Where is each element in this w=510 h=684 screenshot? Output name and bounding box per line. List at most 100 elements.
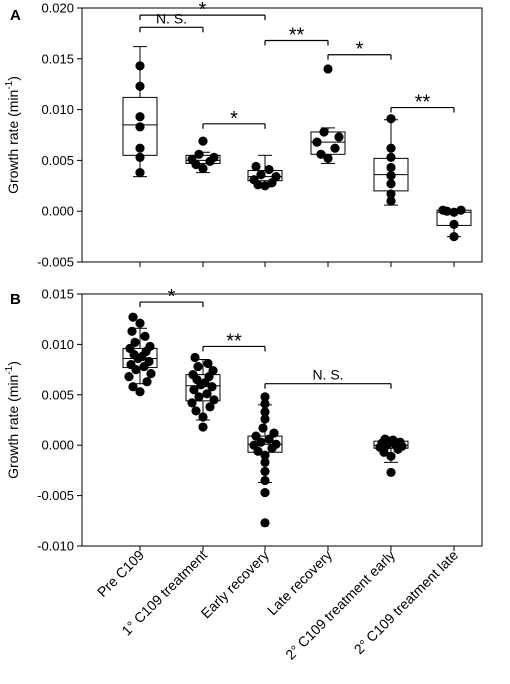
data-point <box>251 161 261 172</box>
data-point <box>438 205 448 215</box>
data-point <box>190 352 200 363</box>
data-point <box>271 172 281 182</box>
category-label: 2° C109 treatment early <box>282 547 398 663</box>
y-axis-label: Growth rate (min-1) <box>4 361 21 479</box>
y-axis-label-close: ) <box>5 361 21 366</box>
panel-a: A -0.005 0.000 0.005 0.010 0.015 0.020 Growth r… <box>4 0 483 270</box>
data-point <box>202 389 212 399</box>
box-group <box>310 64 346 164</box>
panel-label: B <box>10 291 21 308</box>
data-point <box>386 162 396 173</box>
box-group <box>122 46 158 178</box>
data-point <box>258 423 268 433</box>
data-point <box>388 435 398 445</box>
category-label: Pre C109 <box>94 547 147 600</box>
data-point <box>260 392 270 402</box>
data-point <box>260 399 270 409</box>
data-point <box>142 377 152 387</box>
data-point <box>260 487 270 498</box>
significance-bracket: ** <box>202 330 266 352</box>
y-tick-label: -0.010 <box>37 539 74 554</box>
data-point <box>251 431 261 441</box>
plot-frame <box>81 293 483 547</box>
data-point <box>386 179 396 189</box>
data-point <box>256 437 266 447</box>
data-point <box>395 437 405 447</box>
data-point <box>135 122 145 132</box>
data-point <box>135 387 145 397</box>
y-tick-label: 0.000 <box>41 438 74 453</box>
y-tick-label: 0.005 <box>41 387 74 402</box>
y-tick-label: 0.015 <box>41 287 74 302</box>
significance-stars: ** <box>289 25 305 47</box>
data-point <box>125 343 135 354</box>
significance-bracket: N. S. <box>264 367 392 389</box>
data-point <box>135 318 145 328</box>
data-point <box>128 312 138 322</box>
panel-b: B -0.010 -0.005 0.000 0.005 0.010 0.015 Growth … <box>4 286 483 554</box>
data-point <box>380 434 390 444</box>
significance-bracket: * <box>327 39 392 61</box>
data-point <box>198 163 208 174</box>
data-point <box>386 451 396 461</box>
data-point <box>135 81 145 91</box>
y-axis-label-unit-exponent: -1 <box>4 80 15 89</box>
category-label: Late recovery <box>264 547 335 618</box>
significance-stars: * <box>230 108 238 130</box>
y-tick-label: 0.010 <box>41 102 74 117</box>
data-point <box>264 164 274 175</box>
data-point <box>334 132 344 142</box>
data-point <box>189 385 199 395</box>
data-point <box>194 392 204 402</box>
box-group <box>373 434 409 478</box>
box-group <box>373 114 409 206</box>
significance-bracket: ** <box>390 92 455 114</box>
data-point <box>187 154 197 164</box>
data-point <box>319 127 329 137</box>
y-axis-label-unit-exponent: -1 <box>4 365 15 374</box>
data-point <box>194 149 204 159</box>
y-tick-label: 0.015 <box>41 51 74 66</box>
data-point <box>449 219 459 230</box>
category-label: 2° C109 treatment late <box>351 547 462 658</box>
y-tick-label: 0.005 <box>41 153 74 168</box>
significance-stars: ** <box>415 92 431 114</box>
data-point <box>135 167 145 178</box>
data-point <box>449 232 459 242</box>
data-point <box>209 395 219 405</box>
data-point <box>145 341 155 352</box>
box-group <box>247 154 283 191</box>
significance-stars: ** <box>226 330 242 352</box>
y-tick-label: -0.005 <box>37 255 74 270</box>
data-point <box>187 398 197 408</box>
data-point <box>269 428 279 438</box>
box-group <box>436 205 472 242</box>
data-point <box>208 366 218 376</box>
significance-stars: * <box>168 286 176 308</box>
panel-label: A <box>10 7 21 24</box>
data-point <box>127 326 137 336</box>
data-point <box>260 407 270 417</box>
data-point <box>207 382 217 392</box>
data-point <box>386 189 396 199</box>
data-point <box>198 136 208 146</box>
data-point <box>386 114 396 124</box>
data-point <box>135 112 145 122</box>
data-point <box>260 414 270 424</box>
significance-bracket: N. S. <box>139 10 204 33</box>
ns-label: N. S. <box>312 367 343 383</box>
data-point <box>386 196 396 206</box>
y-axis-label-text: Growth rate (min <box>5 90 21 194</box>
y-tick-label: 0.020 <box>41 1 74 16</box>
data-point <box>128 382 138 392</box>
data-point <box>146 369 156 379</box>
data-point <box>323 64 333 74</box>
data-point <box>198 412 208 422</box>
significance-stars: * <box>199 0 207 21</box>
data-point <box>188 370 198 380</box>
data-point <box>260 450 270 460</box>
ns-label: N. S. <box>156 10 187 26</box>
data-point <box>198 422 208 432</box>
data-point <box>130 337 140 347</box>
